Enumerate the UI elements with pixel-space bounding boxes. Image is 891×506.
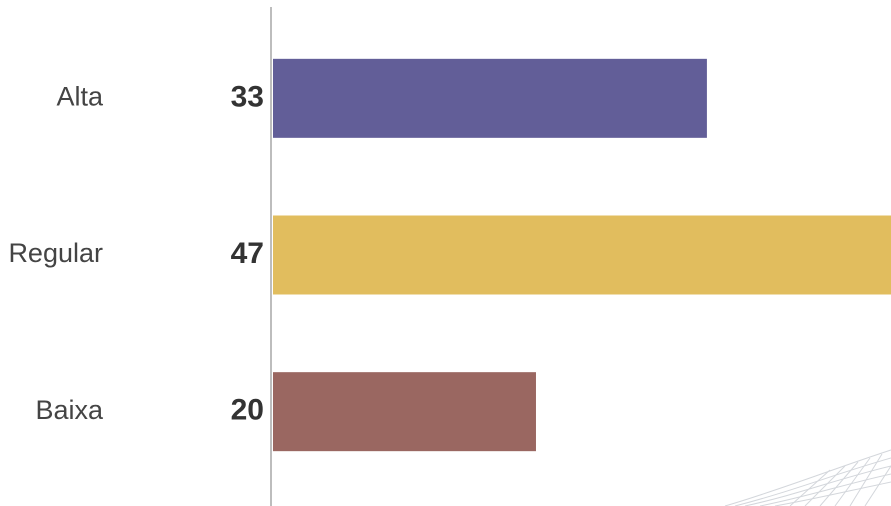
value-label: 33 <box>231 80 264 113</box>
value-label: 20 <box>231 394 264 427</box>
decoration <box>724 449 891 506</box>
category-label: Alta <box>56 81 104 111</box>
bar <box>273 372 536 452</box>
category-label: Baixa <box>35 395 104 425</box>
value-label: 47 <box>231 237 264 270</box>
bar <box>273 215 891 295</box>
bar <box>273 58 707 138</box>
category-label: Regular <box>8 238 103 268</box>
